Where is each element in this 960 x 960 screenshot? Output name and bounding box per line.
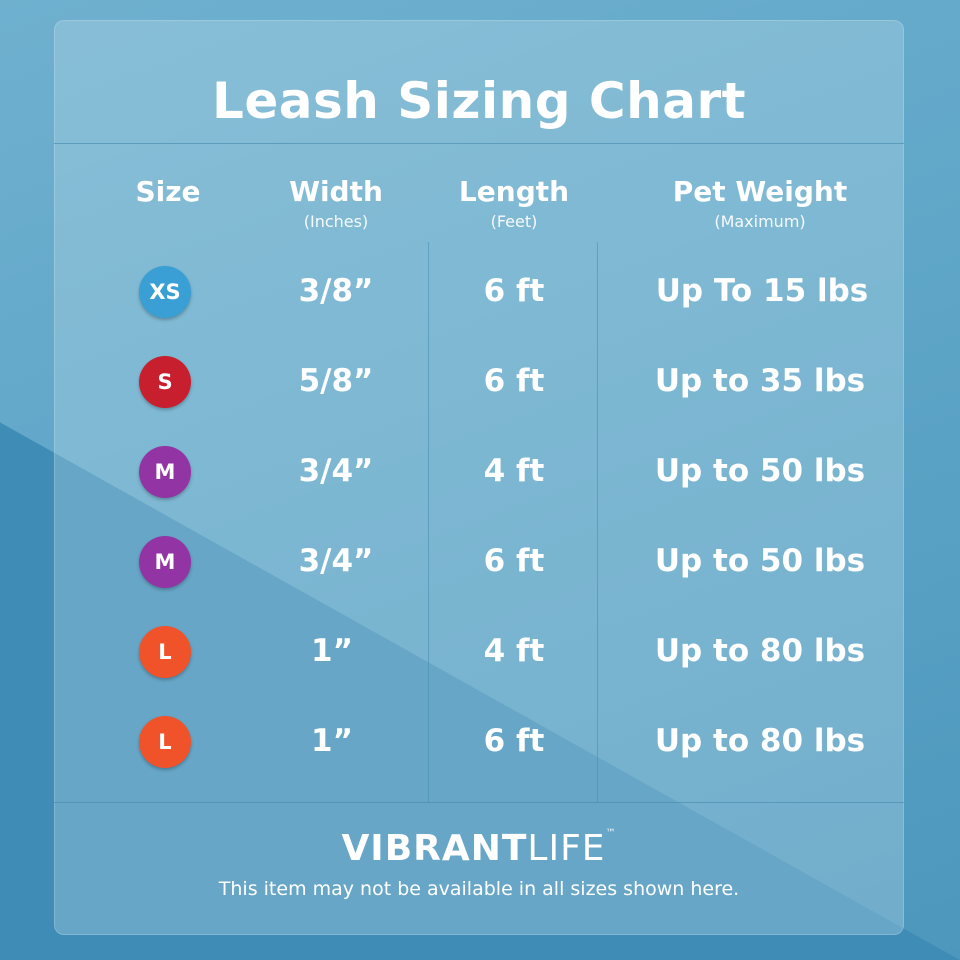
length-value: 6 ft [483, 363, 545, 399]
column-header-label: Length [458, 175, 570, 208]
size-badge: M [139, 446, 191, 498]
column-header-sublabel: (Feet) [490, 212, 538, 231]
column-header-sublabel: (Maximum) [714, 212, 806, 231]
width-value: 5/8” [298, 363, 374, 399]
weight-value: Up To 15 lbs [655, 273, 869, 309]
width-value: 1” [311, 723, 353, 759]
size-badge: XS [139, 266, 191, 318]
weight-value: Up to 50 lbs [654, 453, 866, 489]
width-value: 1” [311, 633, 353, 669]
length-value: 6 ft [483, 543, 545, 579]
size-badge: L [139, 626, 191, 678]
table-row: M 3/4” 4 ft Up to 50 lbs [54, 428, 904, 518]
width-value: 3/4” [298, 543, 374, 579]
column-divider [597, 242, 598, 802]
chart-title: Leash Sizing Chart [211, 72, 747, 130]
column-header-sublabel: (Inches) [303, 212, 369, 231]
column-header-length: Length (Feet) [404, 175, 624, 231]
column-header-size: Size [58, 175, 278, 208]
weight-value: Up to 80 lbs [654, 723, 866, 759]
column-header-width: Width (Inches) [226, 175, 446, 231]
length-value: 6 ft [483, 273, 545, 309]
table-row: M 3/4” 6 ft Up to 50 lbs [54, 518, 904, 608]
length-value: 4 ft [483, 633, 545, 669]
table-row: L 1” 4 ft Up to 80 lbs [54, 608, 904, 698]
width-value: 3/4” [298, 453, 374, 489]
weight-value: Up to 50 lbs [654, 543, 866, 579]
table-row: L 1” 6 ft Up to 80 lbs [54, 698, 904, 788]
brand-logo: VIBRANTLIFE™ [54, 828, 904, 869]
length-value: 4 ft [483, 453, 545, 489]
size-badge: M [139, 536, 191, 588]
size-badge: L [139, 716, 191, 768]
column-header-label: Pet Weight [672, 175, 848, 208]
table-row: S 5/8” 6 ft Up to 35 lbs [54, 338, 904, 428]
weight-value: Up to 80 lbs [654, 633, 866, 669]
availability-disclaimer: This item may not be available in all si… [218, 878, 740, 900]
size-badge: S [139, 356, 191, 408]
brand-name-bold: VIBRANT [341, 828, 528, 869]
footer-divider [54, 802, 904, 803]
column-header-pet-weight: Pet Weight (Maximum) [650, 175, 870, 231]
column-header-label: Width [289, 175, 383, 208]
header-divider [54, 143, 904, 144]
weight-value: Up to 35 lbs [654, 363, 866, 399]
sizing-chart-card: Leash Sizing Chart Size Width (Inches) L… [54, 20, 904, 935]
width-value: 3/8” [298, 273, 374, 309]
brand-name-light: LIFE [527, 828, 606, 869]
length-value: 6 ft [483, 723, 545, 759]
trademark-mark: ™ [605, 828, 617, 839]
column-divider [428, 242, 429, 802]
column-header-label: Size [135, 175, 201, 208]
table-row: XS 3/8” 6 ft Up To 15 lbs [54, 248, 904, 338]
